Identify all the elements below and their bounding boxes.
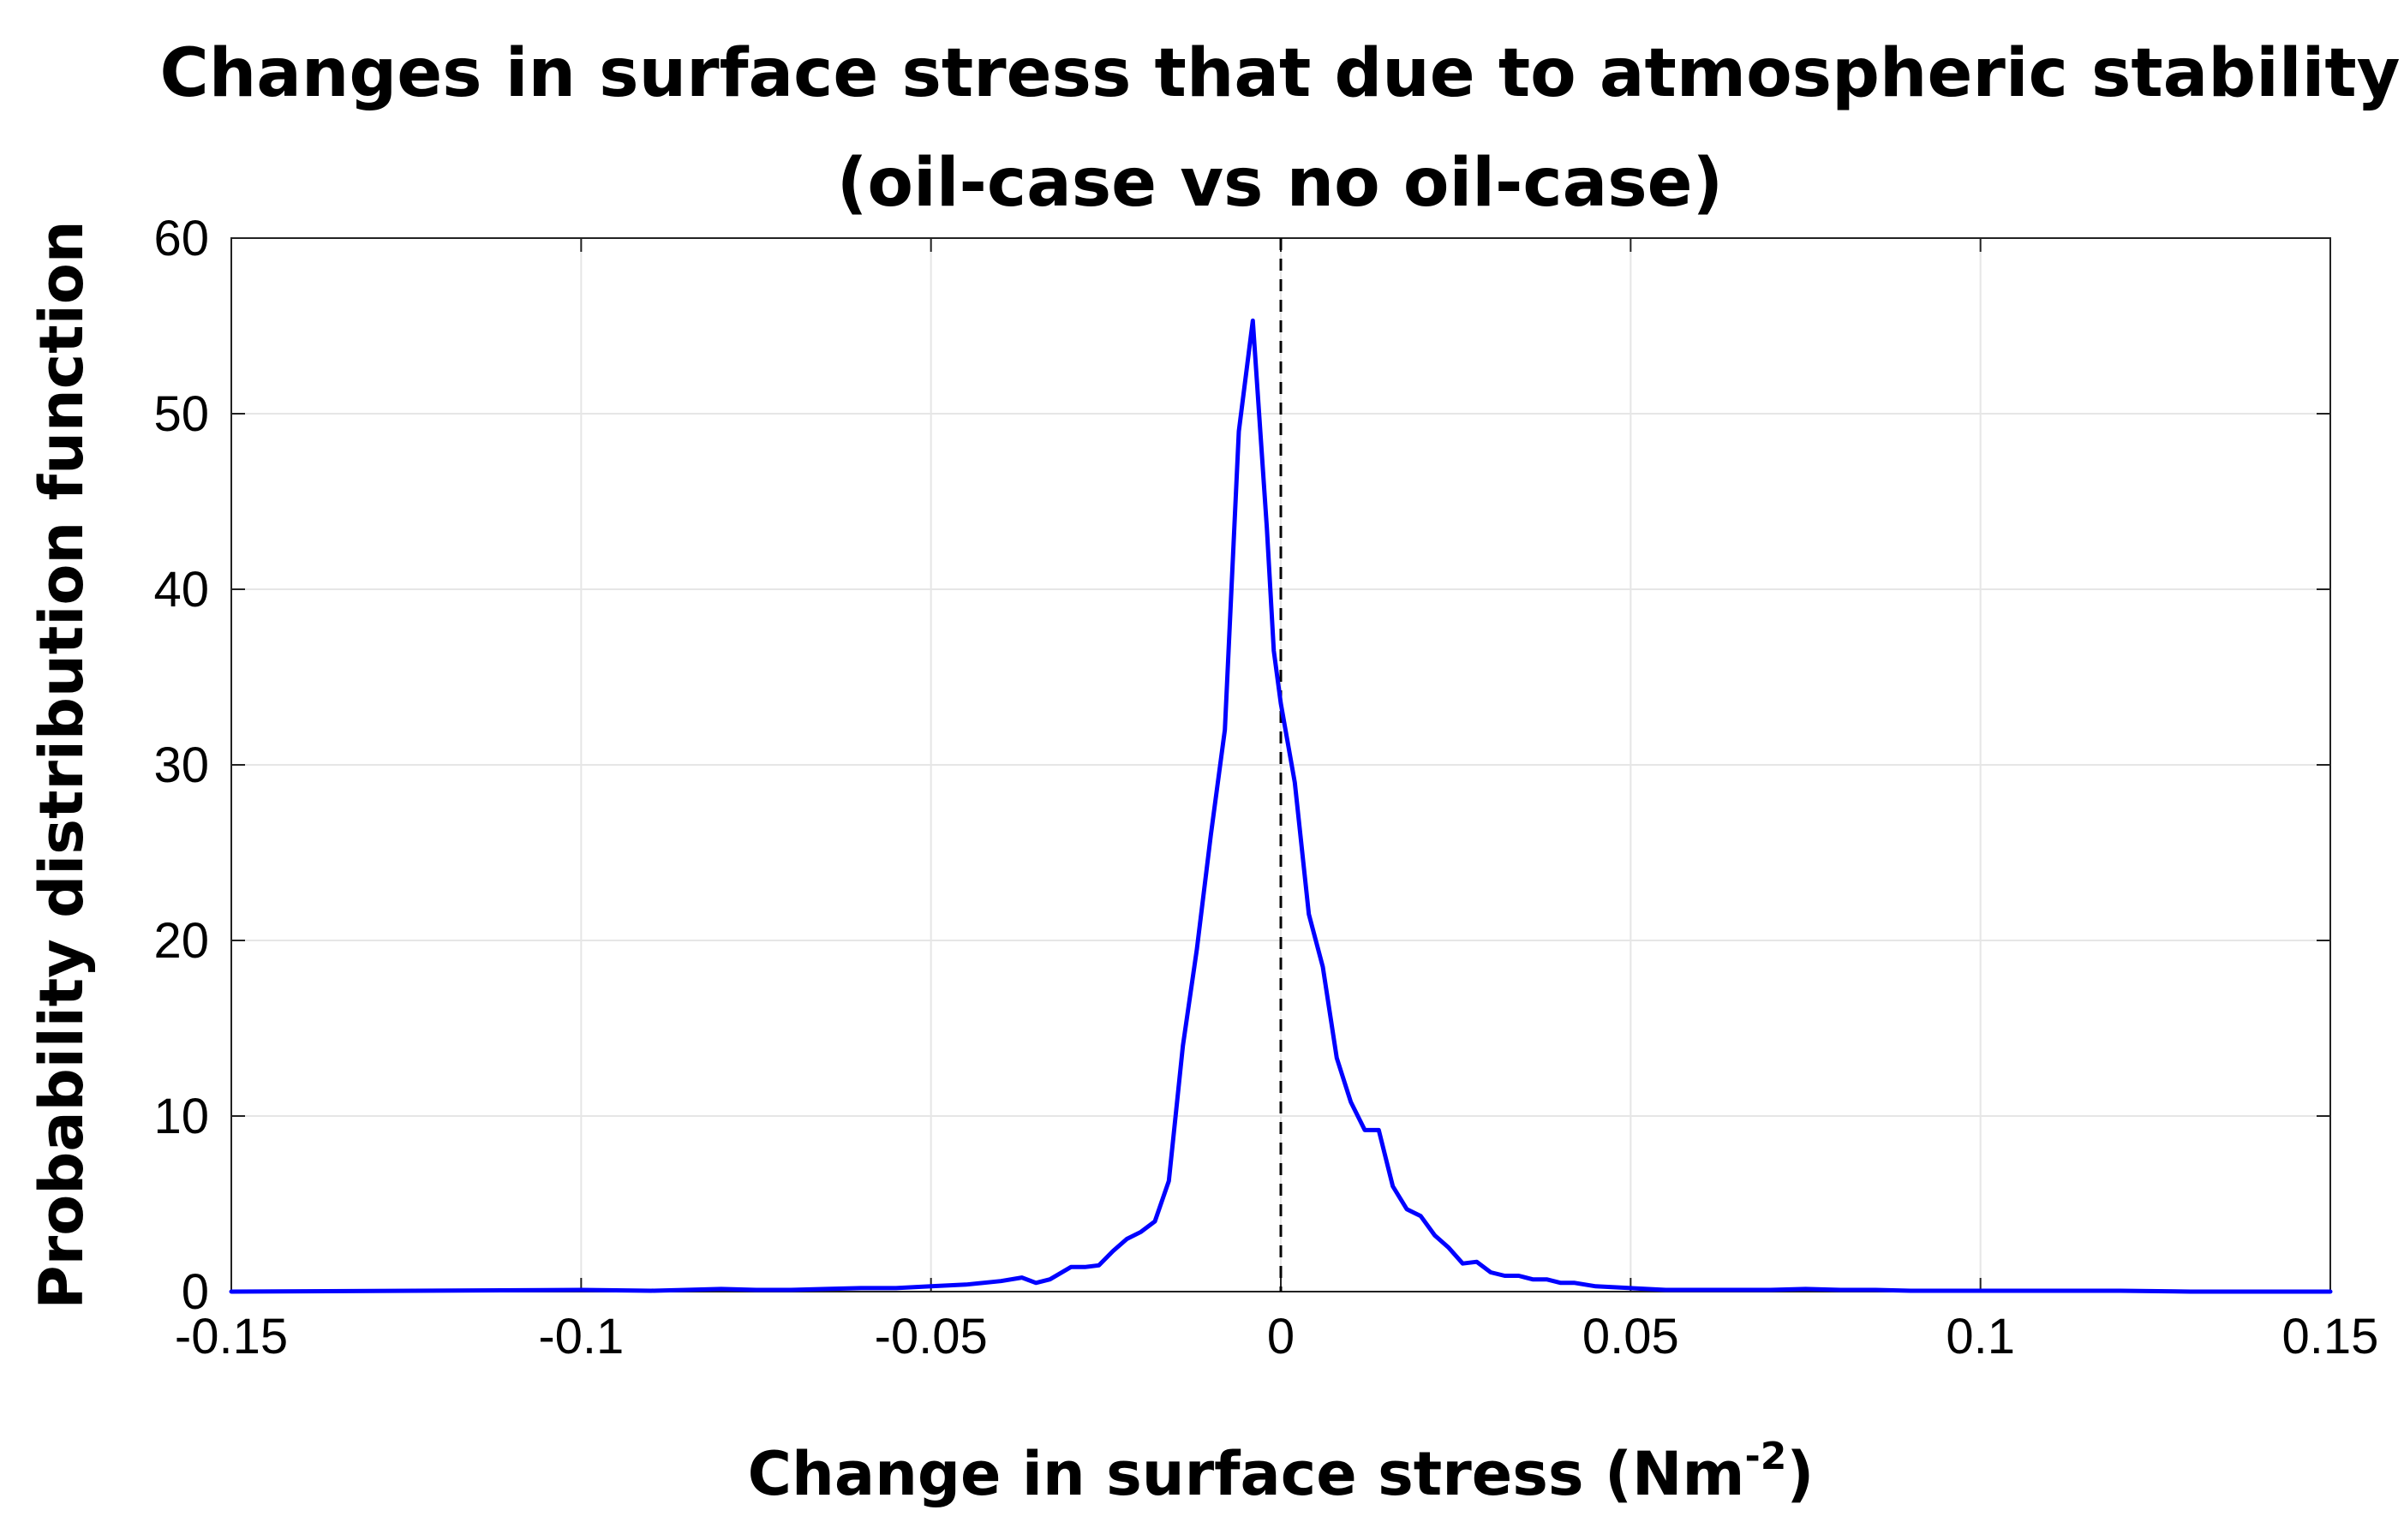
- x-tick-label: -0.15: [175, 1309, 288, 1364]
- x-tick-label: 0.15: [2282, 1309, 2379, 1364]
- x-tick-labels: -0.15 -0.1 -0.05 0 0.05 0.1 0.15: [175, 1309, 2379, 1364]
- y-axis-title: Probability distribution function: [27, 220, 97, 1309]
- y-tick-label: 50: [153, 386, 209, 442]
- y-tick-label: 40: [153, 562, 209, 618]
- tick-marks: [230, 237, 2331, 1292]
- x-axis-title: Change in surface stress (Nm-2): [748, 1435, 1815, 1509]
- x-axis-title-suffix: ): [1786, 1439, 1814, 1509]
- y-tick-label: 20: [153, 913, 209, 969]
- y-tick-label: 0: [182, 1264, 209, 1320]
- x-axis-title-superscript: -2: [1744, 1435, 1786, 1478]
- y-tick-labels: 0 10 20 30 40 50 60: [153, 211, 209, 1320]
- x-axis-title-main: Change in surface stress (Nm: [748, 1439, 1745, 1509]
- x-tick-label: 0.1: [1946, 1309, 2015, 1364]
- y-tick-label: 10: [153, 1089, 209, 1144]
- x-tick-label: -0.1: [538, 1309, 624, 1364]
- chart-title-line-2: (oil-case vs no oil-case): [837, 145, 1723, 222]
- x-tick-label: 0: [1267, 1309, 1295, 1364]
- series-group: [229, 318, 2333, 1294]
- chart-title-line-1: Changes in surface stress that due to at…: [160, 35, 2401, 112]
- x-tick-label: 0.05: [1582, 1309, 1679, 1364]
- y-tick-label: 60: [153, 211, 209, 266]
- y-tick-label: 30: [153, 737, 209, 793]
- plot-area: [229, 237, 2333, 1294]
- pdf-series-line: [229, 318, 2333, 1294]
- x-tick-label: -0.05: [875, 1309, 988, 1364]
